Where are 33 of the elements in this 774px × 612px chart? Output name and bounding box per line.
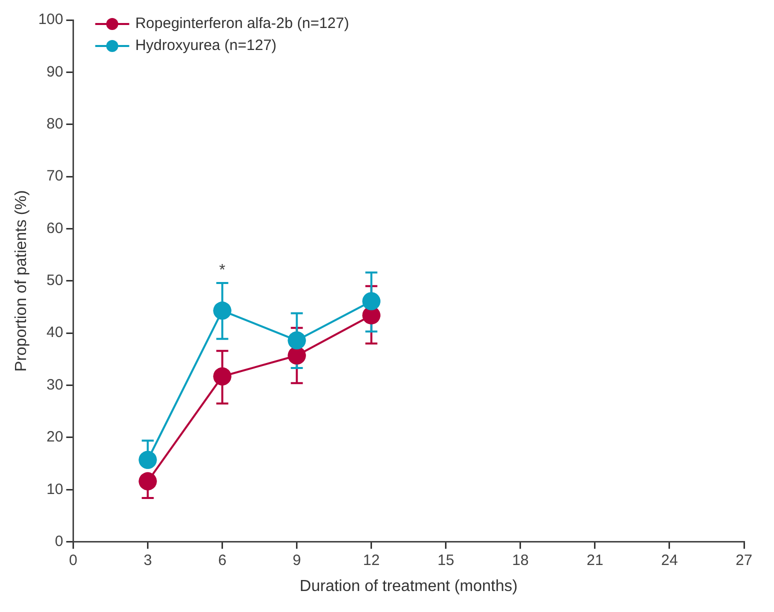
y-tick-label: 100 [38,11,64,28]
point [138,472,157,490]
y-tick-label: 60 [46,220,64,237]
x-tick-label: 15 [438,552,454,569]
x-axis-title: Duration of treatment (months) [300,578,518,595]
point [288,346,306,365]
x-tick-label: 21 [586,552,604,569]
legend-label: Hydroxyurea (n=127) [135,37,277,54]
point [288,331,306,350]
point [213,302,232,320]
y-tick-label: 50 [46,272,64,290]
y-tick-label: 70 [46,168,64,185]
point [213,367,232,386]
x-tick-label: 0 [69,552,78,569]
x-tick-label: 27 [736,552,752,569]
x-tick-label: 12 [363,552,380,569]
y-tick-label: 0 [54,532,64,550]
annotation: * [219,262,226,279]
x-tick-label: 3 [144,552,152,569]
x-tick-label: 18 [512,552,529,569]
x-tick-label: 6 [218,552,226,569]
y-axis-title: Proportion of patients (%) [13,190,30,372]
y-tick-label: 10 [46,480,64,498]
legend-label: Ropeginterferon alfa-2b (n=127) [135,15,350,32]
y-tick-label: 20 [46,428,64,446]
y-tick-label: 90 [46,63,64,80]
point [362,292,380,310]
point [138,450,157,469]
x-tick-label: 24 [661,552,678,569]
y-tick-label: 30 [46,376,64,394]
y-tick-label: 80 [46,116,64,132]
y-tick-label: 40 [46,324,64,342]
x-tick-label: 9 [292,552,301,569]
